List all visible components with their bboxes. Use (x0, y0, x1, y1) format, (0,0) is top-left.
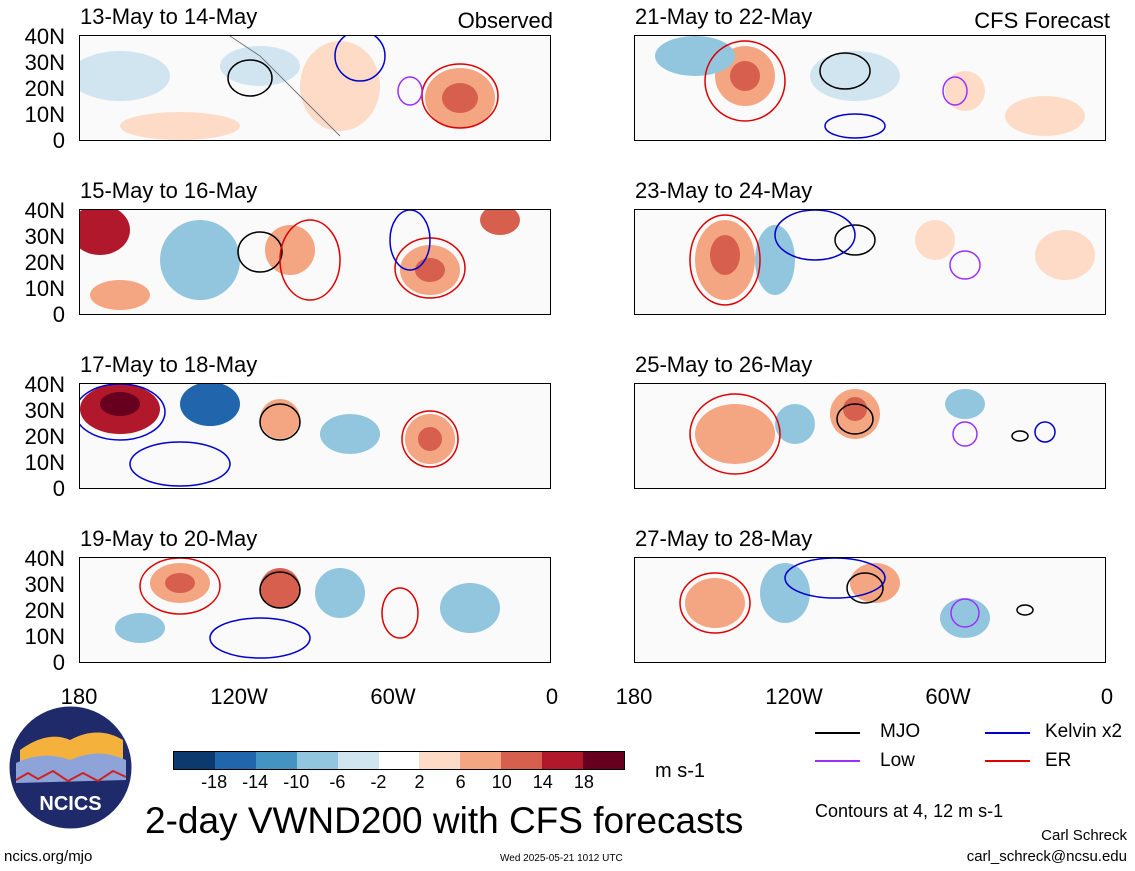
colorbar-swatch (255, 752, 297, 769)
lat-label: 30N (24, 572, 65, 597)
colorbar-tick: -2 (370, 772, 387, 792)
colorbar-swatch (296, 752, 338, 769)
colorbar-swatch (419, 752, 461, 769)
colorbar-tick: 10 (491, 772, 512, 792)
lat-label: 40N (24, 546, 65, 571)
legend-line-low (815, 760, 860, 762)
lat-label: 20N (24, 76, 65, 101)
legend-line-er (985, 760, 1030, 762)
colorbar-tick: 18 (573, 772, 594, 792)
colorbar-swatch (337, 752, 379, 769)
lat-label: 20N (24, 598, 65, 623)
lon-label: 60W (370, 684, 416, 709)
colorbar-tick: -6 (329, 772, 346, 792)
colorbar-tick: 6 (455, 772, 466, 792)
panel-tag-observed: Observed (457, 8, 553, 33)
author-email: carl_schreck@ncsu.edu (966, 848, 1127, 865)
map-panel (79, 209, 551, 315)
lon-label: 180 (60, 684, 98, 709)
lat-label: 10N (24, 276, 65, 301)
legend-label-kelvin: Kelvin x2 (1045, 721, 1123, 742)
lat-label: 0 (52, 650, 65, 675)
lat-label: 10N (24, 450, 65, 475)
colorbar-swatch (378, 752, 420, 769)
logo-text: NCICS (39, 793, 101, 815)
colorbar-tick: -18 (201, 772, 228, 792)
lon-label: 120W (210, 684, 268, 709)
colorbar-swatch (214, 752, 256, 769)
lat-label: 30N (24, 224, 65, 249)
lon-label: 0 (545, 684, 559, 709)
lat-label: 30N (24, 50, 65, 75)
map-panel (634, 35, 1106, 141)
map-panel (79, 383, 551, 489)
map-panel (634, 557, 1106, 663)
panel-title: 19-May to 20-May (80, 526, 258, 551)
map-panel (79, 557, 551, 663)
lon-label: 180 (615, 684, 653, 709)
map-panel (79, 35, 551, 141)
panel-title: 23-May to 24-May (635, 178, 813, 203)
panel-title: 25-May to 26-May (635, 352, 813, 377)
lat-label: 10N (24, 624, 65, 649)
legend-label-er: ER (1045, 750, 1072, 771)
colorbar (173, 751, 625, 770)
lat-label: 0 (52, 476, 65, 501)
map-panel (634, 209, 1106, 315)
panel-title: 27-May to 28-May (635, 526, 813, 551)
legend-label-low: Low (880, 750, 915, 771)
legend-line-mjo (815, 732, 860, 734)
colorbar-tick: 14 (532, 772, 553, 792)
lat-label: 0 (52, 128, 65, 153)
colorbar-units: m s-1 (655, 760, 705, 782)
colorbar-tick: -10 (283, 772, 310, 792)
panel-title: 21-May to 22-May (635, 4, 813, 29)
colorbar-tick: -14 (242, 772, 269, 792)
lat-label: 40N (24, 24, 65, 49)
colorbar-tick: 2 (414, 772, 425, 792)
lat-label: 40N (24, 198, 65, 223)
ncics-logo: NCICS (9, 706, 132, 829)
panel-title: 15-May to 16-May (80, 178, 258, 203)
author: Carl Schreck (1041, 827, 1127, 844)
lat-label: 10N (24, 102, 65, 127)
colorbar-swatch (542, 752, 584, 769)
lat-label: 30N (24, 398, 65, 423)
panel-tag-forecast: CFS Forecast (974, 8, 1110, 33)
site-url: ncics.org/mjo (4, 848, 93, 865)
lat-label: 20N (24, 424, 65, 449)
main-title: 2-day VWND200 with CFS forecasts (145, 800, 744, 841)
legend-label-mjo: MJO (880, 721, 921, 742)
map-panel (634, 383, 1106, 489)
contour-note: Contours at 4, 12 m s-1 (815, 801, 1004, 821)
colorbar-swatch (460, 752, 502, 769)
lat-label: 20N (24, 250, 65, 275)
timestamp: Wed 2025-05-21 1012 UTC (500, 853, 623, 864)
lon-label: 120W (765, 684, 823, 709)
panel-title: 17-May to 18-May (80, 352, 258, 377)
colorbar-swatch (501, 752, 543, 769)
lat-label: 0 (52, 302, 65, 327)
lon-label: 60W (925, 684, 971, 709)
legend-line-kelvin (985, 732, 1030, 734)
panel-title: 13-May to 14-May (80, 4, 258, 29)
colorbar-swatch (583, 752, 624, 769)
lon-label: 0 (1100, 684, 1114, 709)
colorbar-swatch (174, 752, 215, 769)
lat-label: 40N (24, 372, 65, 397)
